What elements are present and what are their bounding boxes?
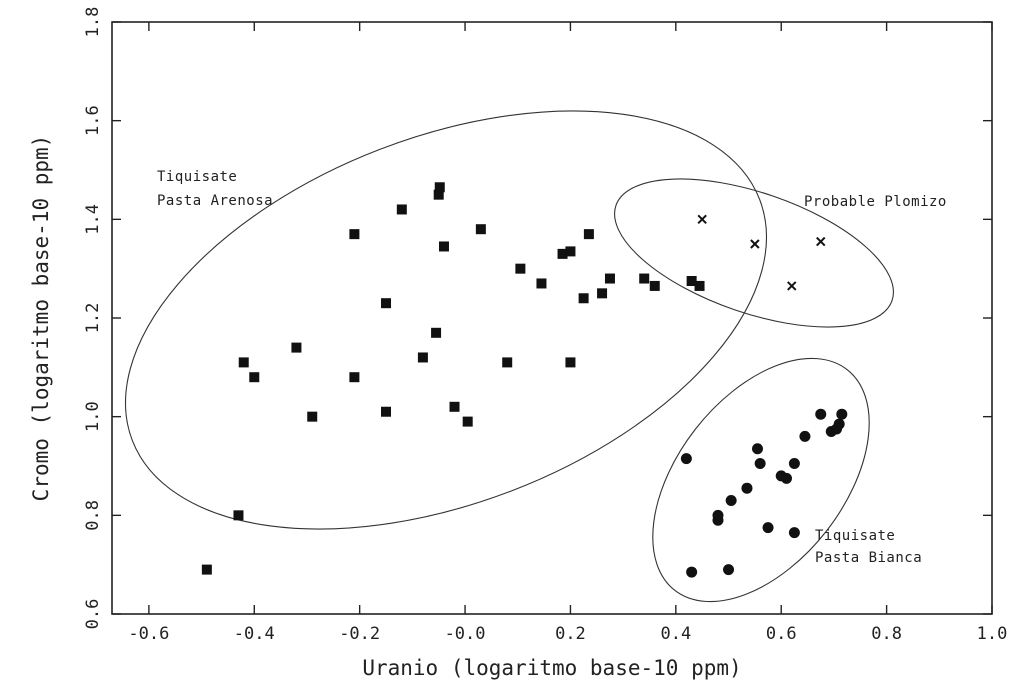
square-point [578,293,589,304]
square-point [238,357,249,368]
square-point [307,411,318,422]
cross-point [816,236,826,247]
cross-stroke [787,281,797,291]
circle-point [836,408,848,420]
circle-point [799,430,811,442]
square-point [349,372,360,383]
annotation-arenosa-line2: Pasta Arenosa [157,193,273,209]
annotation-arenosa-line1: Tiquisate [157,169,237,185]
x-axis-label: Uranio (logaritmo base-10 ppm) [362,656,741,680]
circle-point [780,472,792,484]
y-ticks [112,21,992,615]
data-points [201,182,848,578]
circle-point [762,522,774,534]
y-tick-label: 1.4 [83,204,103,235]
x-tick-label: -0.2 [339,624,380,644]
circle-point [686,566,698,578]
x-tick-labels: -0.6 -0.4 -0.2 -0.0 0.2 0.4 0.6 0.8 1.0 [128,624,1007,644]
cross-stroke [750,239,760,249]
circle-point [680,453,692,465]
square-point [583,229,594,240]
cross-point [787,281,797,291]
group-ellipses [124,110,894,603]
ellipse-tiquisate-pasta-bianca [652,357,870,603]
circle-point [712,509,724,521]
annotation-bianca-line1: Tiquisate [815,528,895,544]
square-point [233,510,244,521]
square-point [291,342,302,353]
square-point [201,564,212,575]
square-point [434,182,445,193]
annotation-plomizo: Probable Plomizo [804,194,947,210]
circle-point [725,495,737,507]
x-tick-label: 0.2 [555,624,586,644]
y-tick-label: 0.6 [83,599,103,630]
y-tick-label: 1.8 [83,7,103,38]
cross-stroke [697,214,707,225]
x-axis: -0.6 -0.4 -0.2 -0.0 0.2 0.4 0.6 0.8 1.0 [128,22,1007,644]
ellipse-probable-plomizo [614,178,894,328]
y-axis: 0.6 0.8 1.0 1.2 1.4 1.6 1.8 [83,7,992,630]
circle-point [833,418,845,430]
square-point [396,204,407,215]
square-point [604,273,615,284]
x-tick-label: 0.8 [871,624,902,644]
square-point [557,248,568,259]
circle-point [723,564,735,576]
square-point [515,263,526,274]
x-tick-label: 0.4 [660,624,691,644]
ellipse-tiquisate-pasta-arenosa [124,110,768,530]
square-point [565,246,576,257]
square-point [649,280,660,291]
square-point [381,298,392,309]
y-tick-labels: 0.6 0.8 1.0 1.2 1.4 1.6 1.8 [83,7,103,630]
square-point [475,224,486,235]
square-point [438,241,449,252]
square-point [381,406,392,417]
square-point [417,352,428,363]
square-point [431,327,442,338]
cross-point [697,214,707,225]
annotation-bianca-line2: Pasta Bianca [815,550,922,566]
square-point [686,276,697,286]
y-tick-label: 0.8 [83,500,103,531]
cross-point [750,239,760,249]
square-point [694,280,705,291]
square-point [249,372,260,383]
y-tick-label: 1.0 [83,401,103,432]
plot-frame [111,21,993,615]
y-tick-label: 1.2 [83,303,103,334]
square-point [502,357,513,368]
square-point [597,288,608,299]
square-point [536,278,547,289]
group-annotations: Tiquisate Pasta Arenosa Probable Plomizo… [157,169,947,566]
x-tick-label: 1.0 [977,624,1008,644]
x-ticks [148,22,993,614]
square-point [639,273,650,284]
y-axis-label: Cromo (logaritmo base-10 ppm) [29,135,53,502]
x-tick-label: 0.6 [766,624,797,644]
circle-point [788,527,800,539]
square-point [449,401,460,412]
cross-stroke [816,236,826,247]
circle-point [741,482,753,494]
y-tick-label: 1.6 [83,105,103,136]
square-point [462,416,473,427]
x-tick-label: -0.4 [234,624,275,644]
circle-point [815,408,827,420]
x-tick-label: -0.0 [445,624,486,644]
circle-point [754,458,766,470]
square-point [433,189,444,200]
square-point [349,229,360,240]
circle-point [752,443,764,455]
square-point [565,357,576,368]
x-tick-label: -0.6 [128,624,169,644]
circle-point [788,458,800,470]
